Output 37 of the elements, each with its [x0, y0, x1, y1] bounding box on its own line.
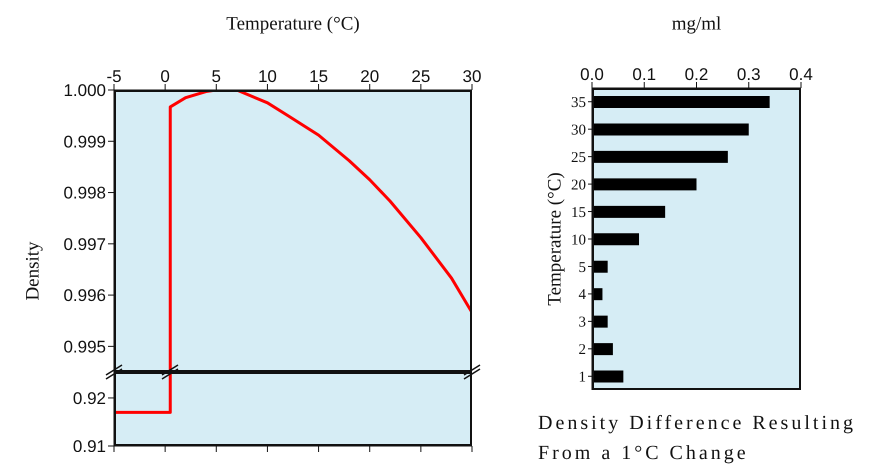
y-tick-label: 0.997: [63, 234, 106, 254]
y-tick-label: 20: [571, 177, 586, 194]
y-tick-label: 35: [571, 95, 586, 112]
x-tick-label: -5: [106, 67, 122, 86]
y-tick-label: 0.999: [63, 132, 106, 152]
y-tick-label: 1.000: [63, 81, 106, 100]
x-axis-title: Temperature (°C): [226, 13, 360, 34]
x-tick-label: 0.0: [580, 65, 604, 84]
y-tick-label: 10: [571, 232, 586, 248]
y-tick-label: 0.998: [63, 184, 106, 203]
x-tick-label: 0.2: [684, 65, 708, 84]
x-tick-label: 0.1: [632, 65, 656, 84]
y-tick-label: 2: [578, 342, 586, 358]
x-tick-label: 30: [462, 67, 482, 86]
x-tick-label: 0.3: [736, 65, 761, 84]
y-tick-label: 4: [578, 287, 586, 304]
x-tick-label: 15: [309, 67, 328, 86]
x-tick-label: 5: [212, 67, 222, 86]
y-tick-label: 30: [571, 122, 586, 139]
y-tick-label: 25: [571, 150, 586, 166]
y-tick-label: 15: [571, 204, 586, 221]
x-axis-title: mg/ml: [672, 13, 722, 34]
x-tick-label: 20: [360, 67, 380, 86]
x-tick-label: 0.4: [789, 65, 813, 84]
y-tick-label: 0.996: [63, 286, 106, 306]
text: Density Difference Resulting From a 1°C Change: [538, 411, 858, 466]
x-tick-label: 10: [258, 67, 277, 86]
x-tick-label: 0: [160, 67, 170, 86]
y-tick-label: 0.91: [72, 437, 106, 456]
y-tick-label: 0.995: [63, 337, 106, 356]
y-tick-label: 0.92: [72, 388, 106, 408]
y-axis-title: Temperature (°C): [544, 172, 566, 306]
y-tick-label: 5: [578, 260, 586, 276]
y-axis-title: Density: [22, 240, 44, 301]
y-tick-label: 3: [578, 314, 586, 331]
y-tick-label: 1: [578, 370, 586, 386]
x-tick-label: 25: [411, 67, 430, 86]
